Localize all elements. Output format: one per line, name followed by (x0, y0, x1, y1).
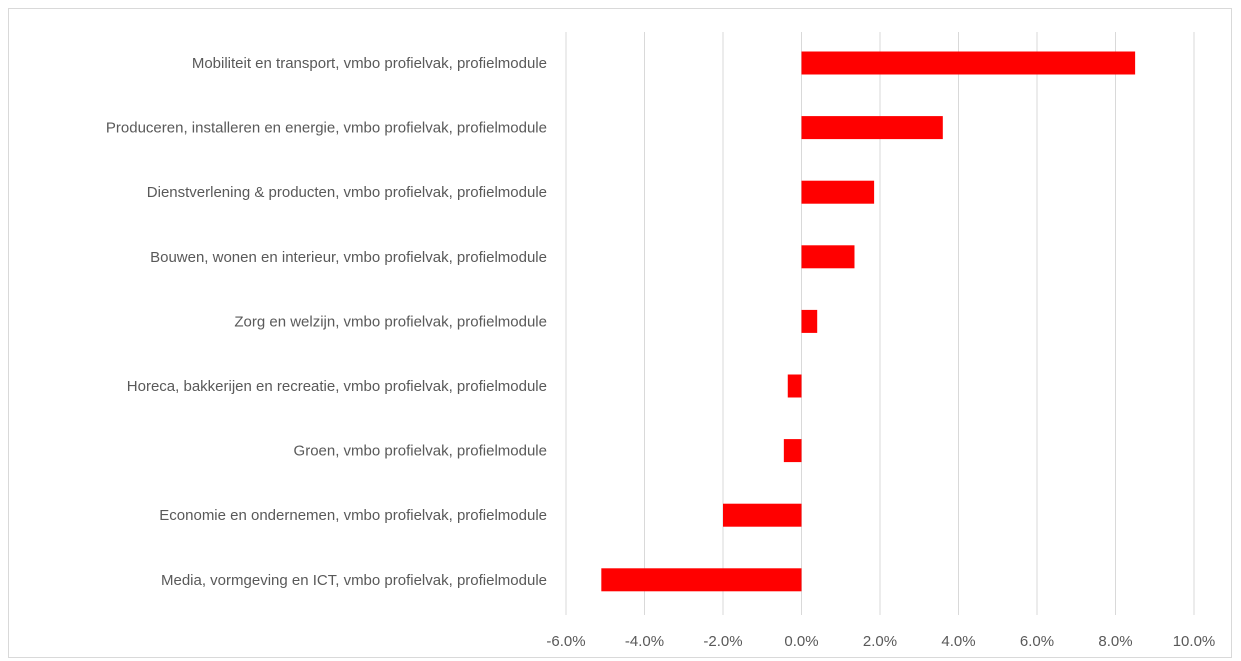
x-tick-label: 0.0% (784, 633, 818, 650)
bar (801, 245, 855, 269)
bar (601, 568, 802, 592)
x-tick-label: -2.0% (703, 633, 742, 650)
bar (801, 180, 875, 204)
bar (801, 116, 943, 140)
category-label: Economie en ondernemen, vmbo profielvak,… (159, 507, 547, 524)
category-label: Dienstverlening & producten, vmbo profie… (147, 184, 547, 201)
gridlines (565, 32, 1195, 615)
x-tick-label: 2.0% (863, 633, 897, 650)
category-label: Groen, vmbo profielvak, profielmodule (294, 443, 547, 460)
bars (601, 51, 1136, 592)
category-label: Bouwen, wonen en interieur, vmbo profiel… (150, 249, 547, 266)
x-tick-label: 10.0% (1173, 633, 1216, 650)
x-tick-label: 8.0% (1098, 633, 1132, 650)
category-label: Mobiliteit en transport, vmbo profielvak… (192, 55, 547, 72)
chart-frame (8, 8, 1232, 658)
category-labels: Mobiliteit en transport, vmbo profielvak… (106, 55, 547, 589)
x-tick-label: 4.0% (941, 633, 975, 650)
x-tick-label: -6.0% (546, 633, 585, 650)
bar (783, 439, 802, 463)
bar (787, 374, 802, 398)
category-label: Horeca, bakkerijen en recreatie, vmbo pr… (127, 378, 547, 395)
category-label: Zorg en welzijn, vmbo profielvak, profie… (234, 313, 547, 330)
bar (801, 51, 1136, 75)
x-tick-label: -4.0% (625, 633, 664, 650)
x-tick-label: 6.0% (1020, 633, 1054, 650)
category-label: Media, vormgeving en ICT, vmbo profielva… (161, 572, 547, 589)
x-tick-labels: -6.0% -4.0% -2.0% 0.0% 2.0% 4.0% 6.0% 8.0% 10.0% (546, 633, 1215, 650)
category-label: Produceren, installeren en energie, vmbo… (106, 120, 547, 137)
bar (801, 309, 818, 333)
bar (723, 503, 802, 527)
